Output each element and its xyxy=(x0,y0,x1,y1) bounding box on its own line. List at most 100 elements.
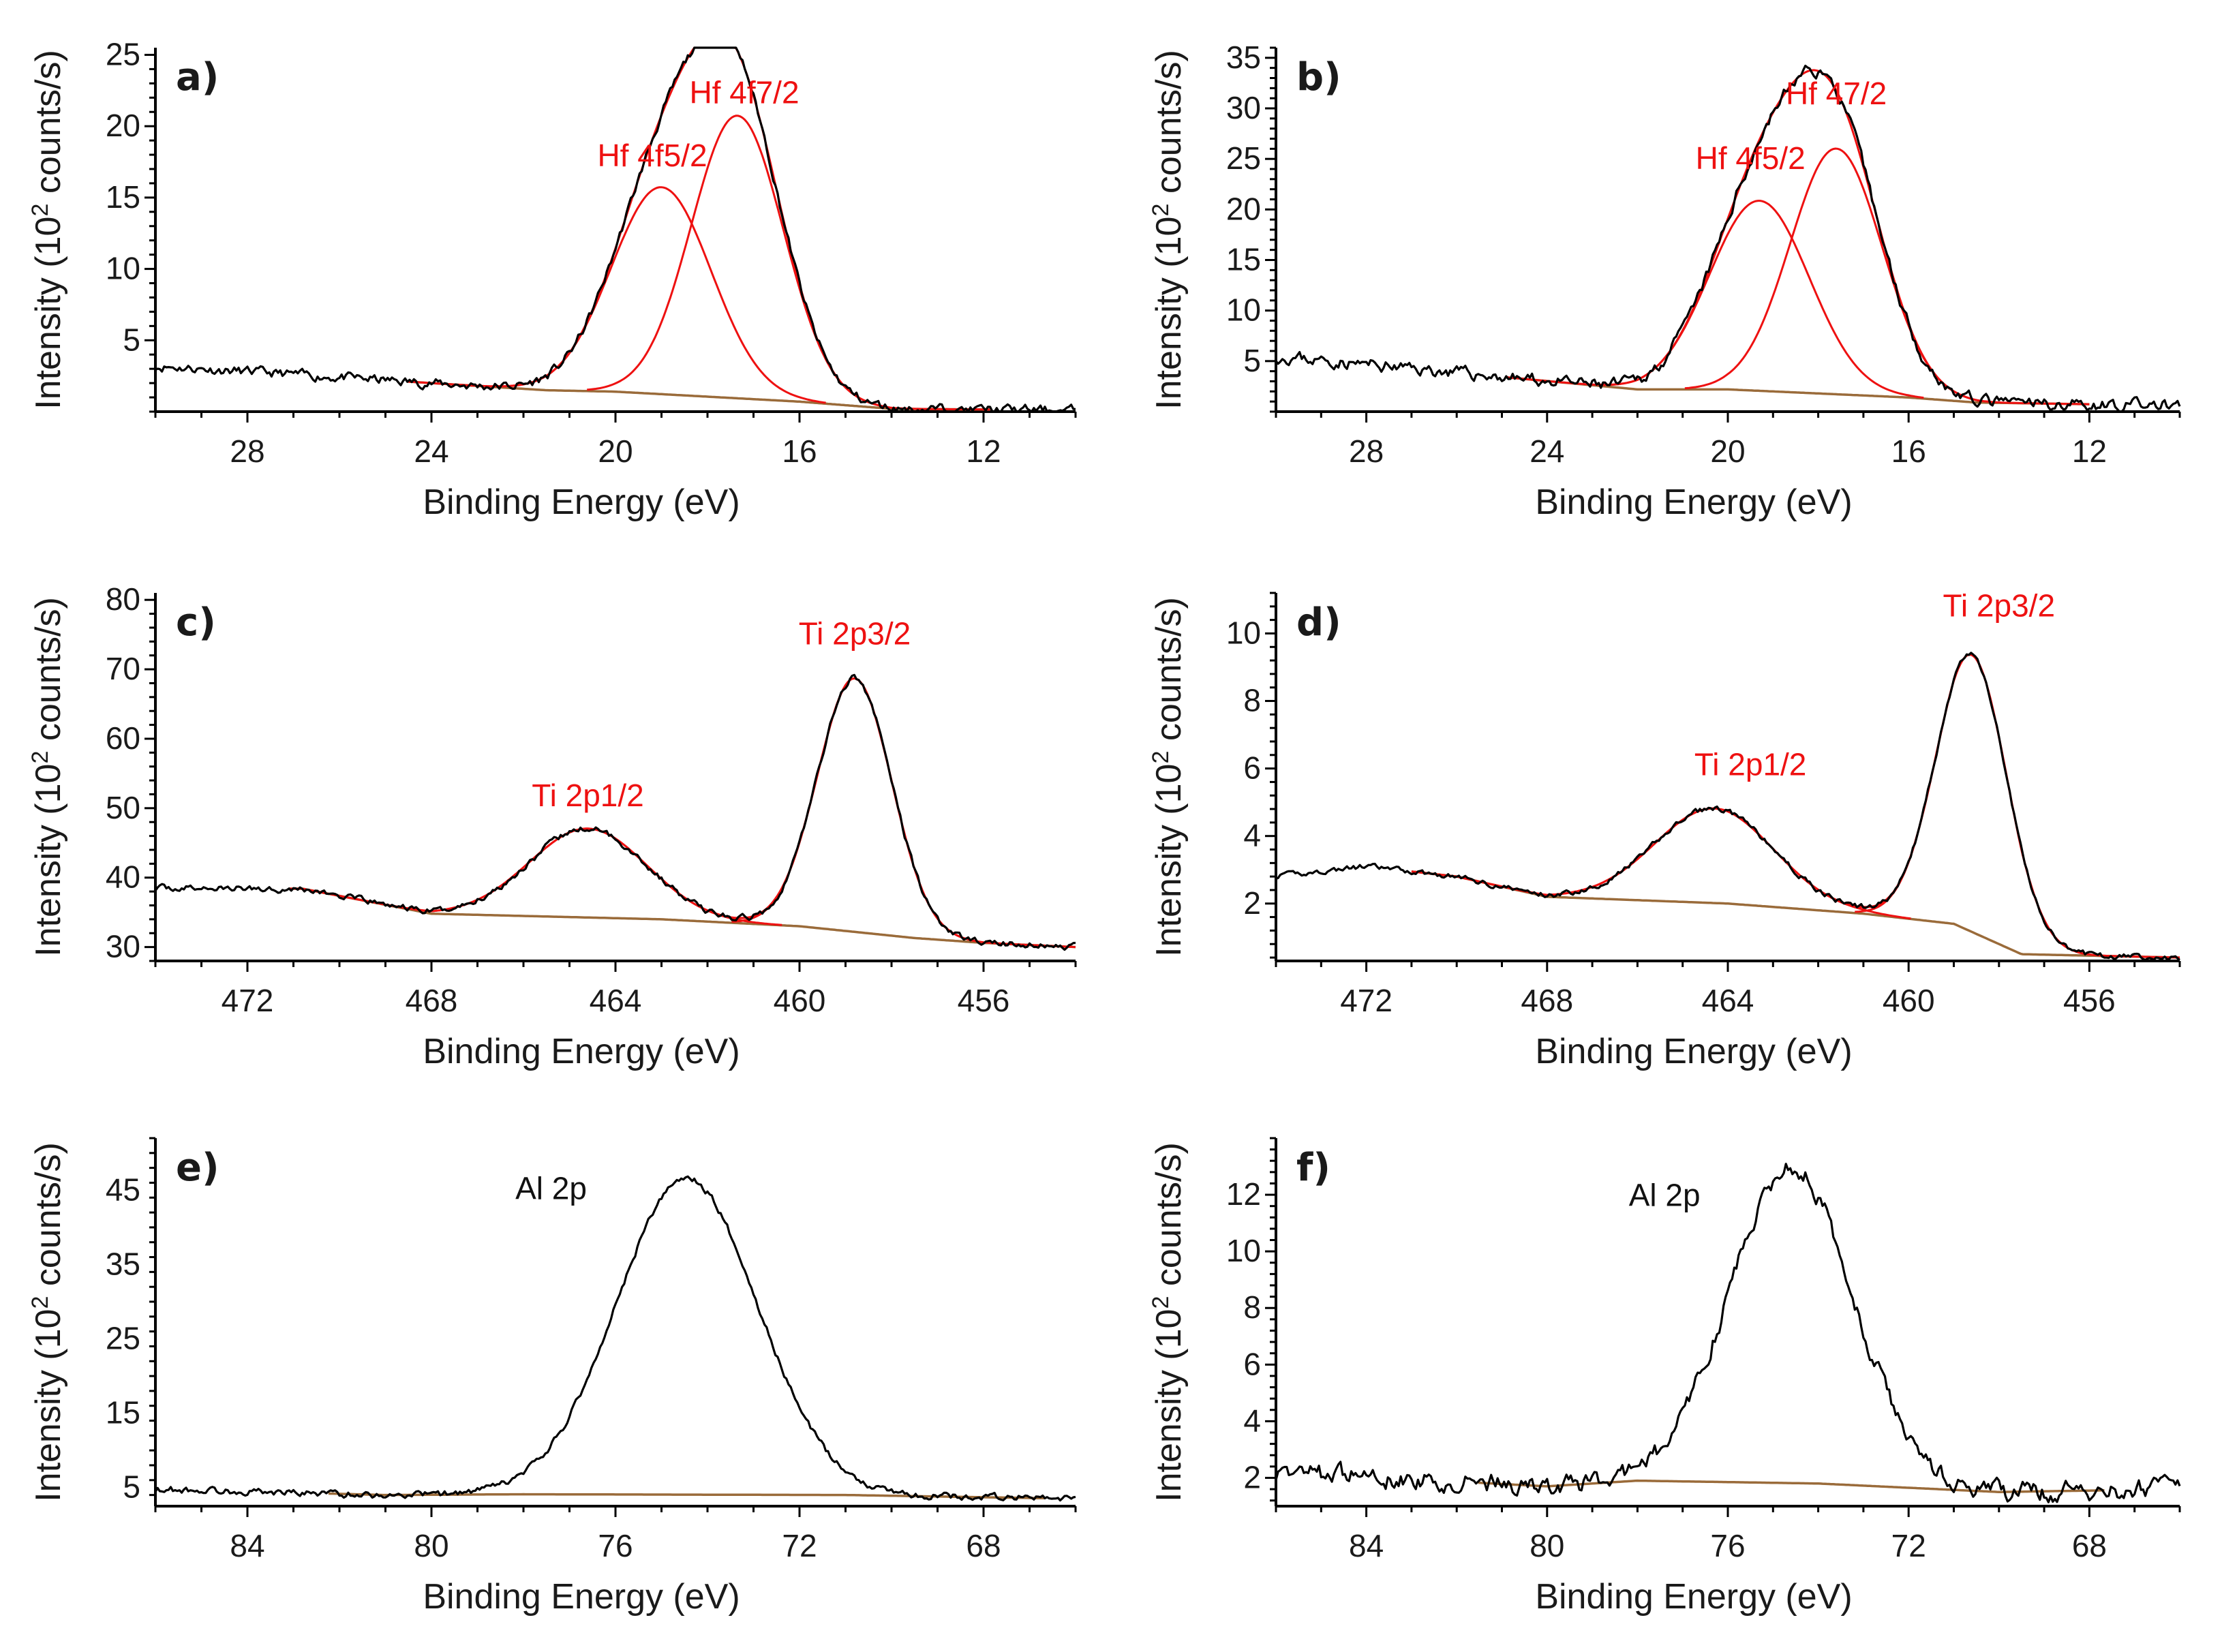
x-axis-title: Binding Energy (eV) xyxy=(423,1032,740,1071)
x-tick-label: 72 xyxy=(1891,1528,1926,1563)
peak-label: Ti 2p1/2 xyxy=(1694,747,1807,782)
y-axis-title: Intensity (102 counts/s) xyxy=(1148,1142,1189,1502)
y-axis-title: Intensity (102 counts/s) xyxy=(1148,50,1189,410)
y-axis-title: Intensity (102 counts/s) xyxy=(27,1142,68,1502)
fit-envelope xyxy=(289,677,1076,949)
y-tick-label: 15 xyxy=(106,1395,140,1431)
measured-spectrum xyxy=(1275,1163,2181,1503)
fit-envelope xyxy=(1411,654,2180,959)
peak-label: Ti 2p1/2 xyxy=(532,778,644,813)
panel-label: b) xyxy=(1296,55,1341,100)
y-tick-label: 10 xyxy=(106,251,140,286)
peak-label: Hf 47/2 xyxy=(1786,76,1887,111)
y-tick-label: 2 xyxy=(1243,1459,1261,1495)
y-tick-label: 5 xyxy=(123,322,140,357)
y-tick-label: 4 xyxy=(1243,1403,1261,1438)
y-axis-title-prefix: Intensity (10 xyxy=(29,217,68,410)
measured-spectrum xyxy=(1275,652,2180,962)
x-tick-label: 16 xyxy=(782,433,817,469)
y-axis-title-sup: 2 xyxy=(27,751,53,764)
component-peak xyxy=(731,677,977,943)
y-axis-title-suffix: counts/s) xyxy=(1149,1142,1189,1296)
y-tick-label: 30 xyxy=(1226,90,1261,125)
x-axis-title: Binding Energy (eV) xyxy=(1535,483,1852,522)
fit-envelope xyxy=(1506,69,2090,406)
y-tick-label: 40 xyxy=(106,859,140,895)
panel-a: 28 24 20 16 12 5 10 15 20 25 Binding Energy (eV) In… xyxy=(27,36,1077,522)
y-axis-title-suffix: counts/s) xyxy=(29,597,68,750)
y-tick-label: 5 xyxy=(123,1469,140,1505)
y-tick-label: 30 xyxy=(106,929,140,964)
panel-c: 472 468 464 460 456 30 40 50 60 70 80 Binding Energ… xyxy=(27,581,1077,1071)
x-tick-label: 80 xyxy=(414,1528,448,1563)
x-axis-title: Binding Energy (eV) xyxy=(1535,1032,1852,1071)
panel-label: e) xyxy=(176,1146,219,1190)
y-tick-label: 8 xyxy=(1243,683,1261,718)
component-peak xyxy=(497,186,826,404)
panel-label: c) xyxy=(176,600,216,645)
y-axis-title-suffix: counts/s) xyxy=(29,50,68,203)
panel-label: a) xyxy=(176,55,219,100)
x-tick-label: 68 xyxy=(2072,1528,2107,1563)
y-tick-label: 10 xyxy=(1226,292,1261,328)
x-tick-label: 76 xyxy=(598,1528,633,1563)
peak-label: Al 2p xyxy=(1629,1178,1701,1213)
y-axis-title-suffix: counts/s) xyxy=(1149,50,1189,203)
x-tick-label: 24 xyxy=(414,433,448,469)
y-tick-label: 6 xyxy=(1243,750,1261,786)
y-tick-label: 60 xyxy=(106,720,140,756)
y-tick-label: 10 xyxy=(1226,615,1261,650)
y-tick-label: 20 xyxy=(106,108,140,143)
y-axis-title-prefix: Intensity (10 xyxy=(1149,217,1189,410)
y-tick-label: 25 xyxy=(106,1321,140,1356)
x-tick-label: 20 xyxy=(598,433,633,469)
component-peak xyxy=(1684,147,1989,403)
x-tick-label: 84 xyxy=(230,1528,264,1563)
peak-label: Hf 4f7/2 xyxy=(689,75,799,110)
y-tick-label: 35 xyxy=(106,1246,140,1281)
y-tick-label: 20 xyxy=(1226,191,1261,226)
x-tick-label: 72 xyxy=(782,1528,817,1563)
y-axis-title-sup: 2 xyxy=(1148,1296,1174,1309)
x-tick-label: 80 xyxy=(1529,1528,1564,1563)
measured-spectrum xyxy=(155,46,1076,413)
y-tick-label: 50 xyxy=(106,790,140,825)
x-tick-label: 28 xyxy=(1349,433,1384,469)
y-axis-title: Intensity (102 counts/s) xyxy=(1148,597,1189,957)
x-tick-label: 472 xyxy=(222,983,274,1018)
y-axis-title-sup: 2 xyxy=(1148,204,1174,217)
x-axis-title: Binding Energy (eV) xyxy=(1535,1577,1852,1617)
y-tick-label: 15 xyxy=(106,179,140,215)
y-axis-title-prefix: Intensity (10 xyxy=(29,1309,68,1502)
y-axis-title: Intensity (102 counts/s) xyxy=(27,597,68,957)
panel-e: 84 80 76 72 68 5 15 25 35 45 Binding Energy (eV) In… xyxy=(27,1137,1077,1617)
x-tick-label: 464 xyxy=(590,983,642,1018)
component-peak xyxy=(1594,200,1924,399)
y-tick-label: 6 xyxy=(1243,1346,1261,1381)
y-axis-title-suffix: counts/s) xyxy=(29,1142,68,1296)
y-axis-title-prefix: Intensity (10 xyxy=(1149,1309,1189,1502)
y-axis-title-prefix: Intensity (10 xyxy=(1149,764,1189,957)
x-tick-label: 12 xyxy=(966,433,1001,469)
x-tick-label: 468 xyxy=(1521,983,1573,1018)
y-axis-title-sup: 2 xyxy=(1148,751,1174,764)
peak-label: Ti 2p3/2 xyxy=(799,615,911,651)
x-tick-label: 460 xyxy=(1883,983,1935,1018)
x-tick-label: 456 xyxy=(2063,983,2116,1018)
x-tick-label: 20 xyxy=(1710,433,1745,469)
y-tick-label: 12 xyxy=(1226,1176,1261,1212)
y-axis-title-sup: 2 xyxy=(27,204,53,217)
component-peak xyxy=(1855,654,2090,955)
peak-label: Al 2p xyxy=(515,1170,587,1206)
x-tick-label: 76 xyxy=(1710,1528,1745,1563)
x-tick-label: 24 xyxy=(1529,433,1564,469)
y-axis-title-prefix: Intensity (10 xyxy=(29,764,68,957)
y-tick-label: 80 xyxy=(106,581,140,617)
y-tick-label: 2 xyxy=(1243,885,1261,921)
panel-b: 28 24 20 16 12 5 10 15 20 25 30 35 Binding Energy (e… xyxy=(1148,40,2181,522)
y-axis-title-suffix: counts/s) xyxy=(1149,597,1189,750)
y-axis-title: Intensity (102 counts/s) xyxy=(27,50,68,410)
x-tick-label: 468 xyxy=(406,983,458,1018)
